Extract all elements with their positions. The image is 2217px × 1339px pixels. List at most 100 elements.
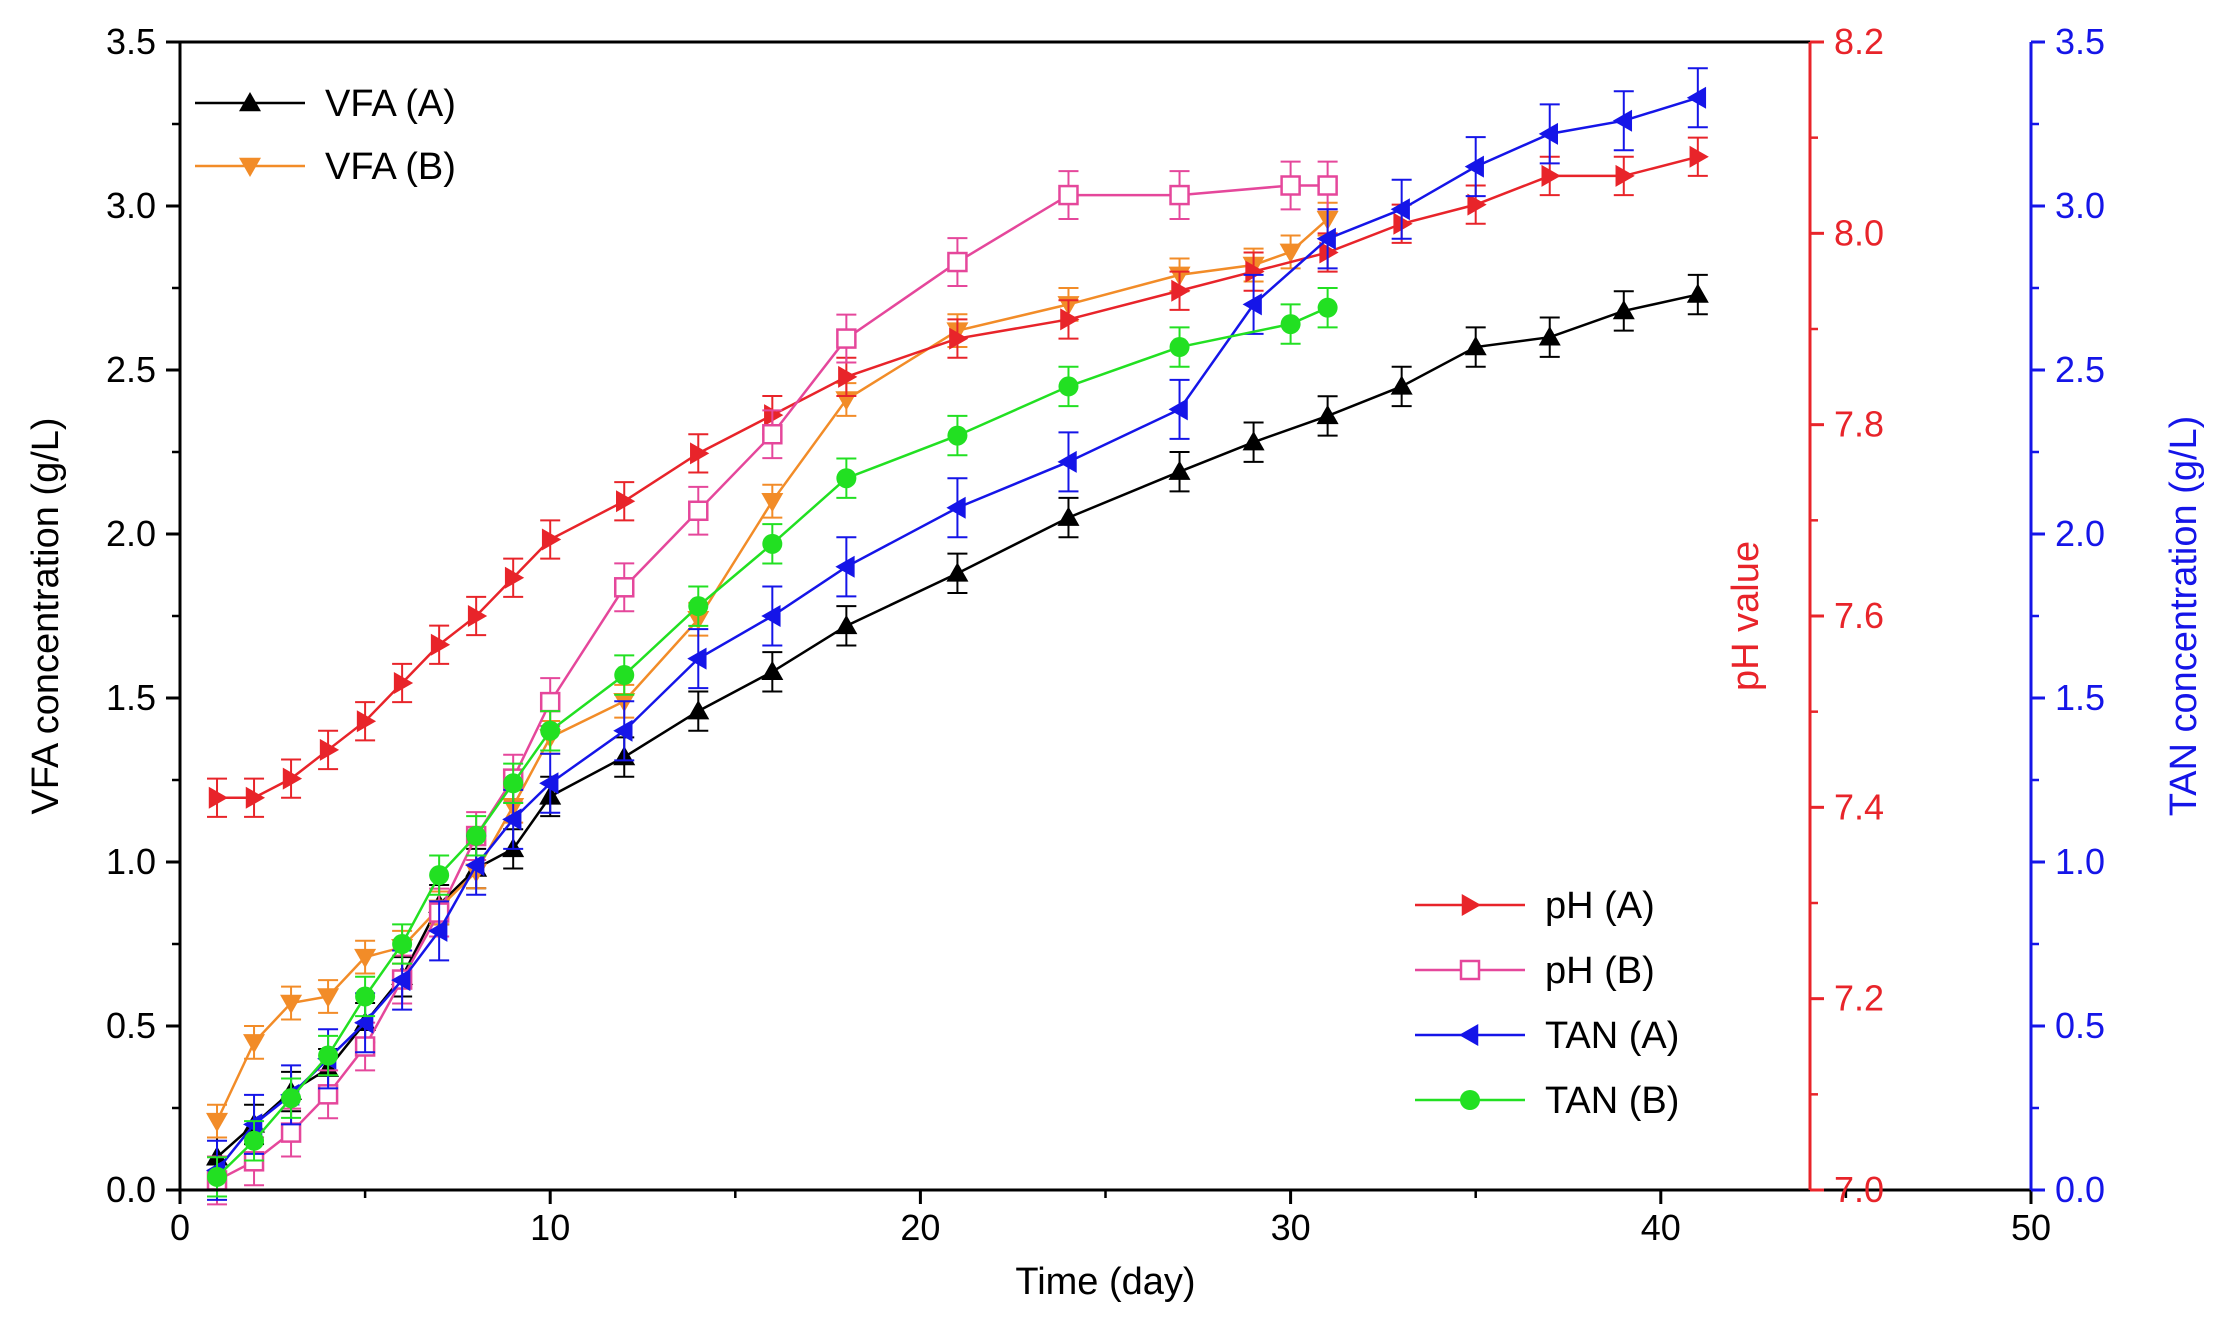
y-tan-tick-label: 0.0 (2055, 1169, 2105, 1210)
y-ph-tick-label: 7.8 (1834, 404, 1884, 445)
data-point (1280, 175, 1301, 196)
data-point (466, 825, 487, 846)
data-point (614, 665, 635, 686)
legend-label: VFA (A) (325, 83, 456, 125)
data-point (761, 660, 784, 681)
series-tan-b (207, 287, 1338, 1198)
y-tan-tick-label: 1.5 (2055, 677, 2105, 718)
y-ph-tick-label: 7.6 (1834, 595, 1884, 636)
data-point (947, 251, 968, 273)
data-point (1171, 279, 1191, 302)
legend-entry: pH (A) (1415, 885, 1655, 927)
data-point (318, 1045, 339, 1066)
data-point (1317, 175, 1338, 196)
y-tan-tick-label: 1.0 (2055, 841, 2105, 882)
data-point (1169, 184, 1190, 206)
legend-entry: VFA (B) (195, 146, 456, 188)
data-point (1242, 431, 1265, 451)
data-point (615, 490, 636, 513)
data-point (1245, 260, 1265, 283)
data-point (690, 442, 710, 465)
data-point (762, 533, 783, 554)
y-tan-tick-label: 3.5 (2055, 21, 2105, 62)
data-point (761, 492, 784, 513)
data-point (1168, 460, 1191, 480)
y-left-tick-label: 0.5 (106, 1005, 156, 1046)
legend-marker (239, 157, 261, 177)
data-point (1390, 375, 1413, 395)
plot-area (206, 67, 1709, 1206)
legend-marker (1459, 959, 1481, 981)
data-point (687, 647, 707, 670)
data-point (281, 1088, 302, 1109)
legend-label: TAN (A) (1545, 1015, 1679, 1057)
y-tan-tick-label: 2.0 (2055, 513, 2105, 554)
data-point (1316, 227, 1336, 250)
data-point (946, 562, 969, 582)
data-point (206, 1112, 229, 1133)
x-tick-label: 20 (900, 1207, 940, 1248)
data-point (761, 605, 781, 627)
data-point (836, 468, 857, 489)
data-point (1168, 398, 1188, 421)
data-point (467, 605, 488, 627)
data-point (1060, 308, 1080, 331)
data-point (428, 919, 448, 942)
data-point (391, 969, 411, 992)
data-point (541, 528, 562, 551)
data-point (354, 1011, 374, 1034)
data-point (835, 555, 855, 578)
data-point (503, 773, 524, 794)
data-point (280, 1122, 302, 1143)
data-point (1686, 283, 1709, 303)
data-point (688, 500, 709, 522)
y-ph-tick-label: 8.2 (1834, 21, 1884, 62)
data-point (836, 328, 857, 349)
data-point (1615, 164, 1635, 187)
data-point (243, 1113, 263, 1136)
y-tan-axis-title: TAN concentration (g/L) (2163, 416, 2205, 817)
data-point (1058, 376, 1079, 397)
data-point (245, 786, 266, 809)
series-vfa-a (206, 273, 1709, 1178)
data-point (762, 423, 783, 445)
y-ph-tick-label: 7.0 (1834, 1169, 1884, 1210)
x-tick-label: 50 (2011, 1207, 2051, 1248)
data-point (355, 986, 376, 1007)
data-point (539, 691, 561, 713)
data-point (317, 988, 340, 1008)
x-tick-label: 40 (1641, 1207, 1681, 1248)
data-point (1280, 314, 1301, 335)
legend-label: VFA (B) (325, 146, 456, 188)
data-point (1319, 241, 1339, 264)
data-point (280, 994, 303, 1015)
data-point (244, 1130, 265, 1151)
y-tan-tick-label: 3.0 (2055, 185, 2105, 226)
legend-label: TAN (B) (1545, 1080, 1679, 1122)
data-point (1612, 109, 1633, 132)
y-ph-tick-label: 7.4 (1834, 786, 1884, 827)
data-point (1058, 184, 1079, 206)
legend-bottom-right: pH (A) pH (B) TAN (A) TAN (B) (1415, 885, 1679, 1122)
x-axis-title: Time (day) (1015, 1261, 1195, 1303)
data-point (1612, 299, 1635, 320)
data-point (1242, 293, 1262, 316)
data-point (1464, 336, 1487, 356)
data-point (947, 425, 968, 446)
data-point (1279, 243, 1302, 263)
y-tan-tick-label: 2.5 (2055, 349, 2105, 390)
legend-label: pH (B) (1545, 950, 1655, 992)
y-left-tick-label: 2.0 (106, 513, 156, 554)
data-point (835, 614, 858, 635)
data-point (356, 710, 377, 733)
y-left-tick-label: 2.5 (106, 349, 156, 390)
data-point (838, 365, 858, 388)
y-left-tick-label: 3.5 (106, 21, 156, 62)
data-point (1686, 86, 1707, 109)
data-point (1316, 404, 1339, 425)
legend-marker (1459, 1024, 1479, 1046)
legend-entry: pH (B) (1415, 950, 1655, 992)
data-point (1541, 164, 1561, 187)
x-tick-label: 0 (170, 1207, 190, 1248)
